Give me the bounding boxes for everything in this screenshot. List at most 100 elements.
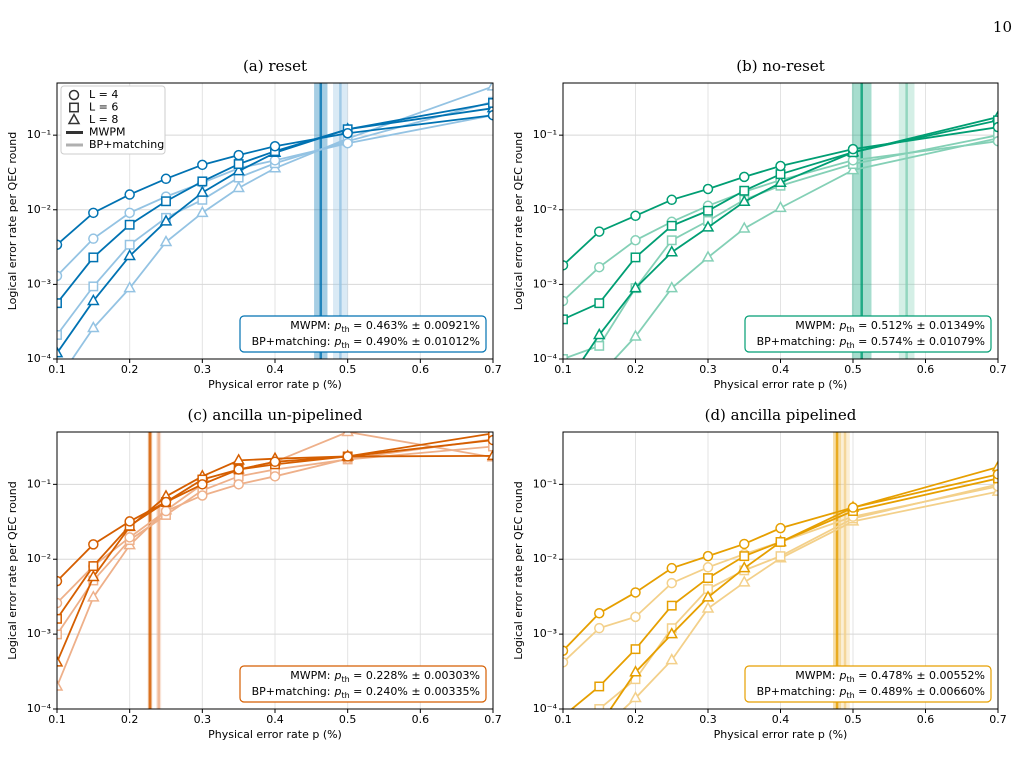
x-tick-label: 0.2: [627, 363, 645, 376]
annotation-value: = 0.478% ± 0.00552%: [855, 669, 985, 682]
x-tick-label: 0.6: [412, 713, 430, 726]
marker: [486, 83, 493, 91]
marker: [88, 561, 99, 572]
marker: [88, 207, 99, 219]
x-tick-label: 0.4: [772, 713, 790, 726]
marker: [124, 219, 135, 230]
marker: [269, 155, 281, 166]
marker: [88, 281, 99, 292]
marker: [232, 453, 245, 465]
marker: [233, 479, 244, 490]
plot-area: [563, 83, 998, 359]
marker: [701, 601, 715, 613]
marker: [160, 496, 172, 508]
x-axis-label: Physical error rate p (%): [208, 378, 342, 391]
marker: [594, 726, 604, 735]
marker: [233, 464, 244, 475]
marker: [57, 575, 63, 587]
marker: [775, 160, 786, 172]
marker: [123, 248, 136, 261]
annotation-text: BP+matching: pth = 0.490% ± 0.01012%: [252, 335, 480, 350]
marker: [774, 200, 787, 213]
x-tick-label: 0.2: [121, 713, 139, 726]
annotation-value: = 0.490% ± 0.01012%: [350, 335, 480, 348]
marker: [563, 657, 569, 668]
marker: [88, 539, 99, 550]
marker: [160, 173, 172, 185]
marker: [57, 330, 62, 340]
annotation-symbol: p: [333, 335, 341, 348]
marker: [775, 551, 786, 562]
marker: [197, 176, 208, 187]
legend-label: BP+matching: [89, 138, 164, 151]
marker: [630, 644, 641, 655]
annotation-symbol: p: [838, 685, 846, 698]
marker: [629, 281, 642, 293]
marker: [563, 645, 569, 656]
y-tick-label: 10⁻⁴: [27, 352, 52, 365]
marker: [563, 260, 569, 271]
marker: [124, 532, 135, 543]
annotation-decoder: BP+matching:: [757, 685, 836, 698]
annotation-box: [239, 665, 487, 703]
marker: [629, 329, 642, 341]
marker: [196, 205, 209, 218]
marker: [594, 681, 605, 692]
annotation-symbol: p: [333, 669, 341, 682]
x-tick-label: 0.4: [266, 363, 284, 376]
x-tick-label: 0.4: [772, 363, 790, 376]
y-tick-label: 10⁻²: [533, 203, 557, 216]
marker: [57, 346, 64, 358]
panel-title: (b) no-reset: [736, 57, 824, 75]
y-tick-label: 10⁻²: [27, 203, 51, 216]
legend-label: MWPM: [89, 126, 126, 139]
marker: [630, 235, 641, 246]
y-tick-label: 10⁻¹: [27, 477, 51, 490]
marker: [775, 522, 786, 534]
axes-frame: [56, 82, 494, 360]
annotation-text: MWPM: pth = 0.512% ± 0.01349%: [795, 319, 985, 334]
marker: [341, 432, 354, 437]
annotation-box: [744, 665, 992, 703]
marker: [197, 490, 208, 501]
y-tick-label: 10⁻³: [533, 627, 557, 640]
marker: [703, 573, 713, 584]
annotation-value: = 0.228% ± 0.00303%: [350, 669, 480, 682]
annotation-text: BP+matching: pth = 0.574% ± 0.01079%: [757, 335, 985, 350]
marker: [774, 175, 787, 188]
plot-area: [57, 83, 493, 359]
marker: [594, 607, 605, 619]
x-tick-label: 0.2: [627, 713, 645, 726]
panel-title: (d) ancilla pipelined: [705, 406, 857, 424]
marker: [847, 502, 859, 513]
annotation-subscript: th: [846, 691, 854, 700]
marker: [342, 128, 353, 139]
marker: [558, 756, 568, 765]
legend-label: L = 8: [89, 113, 118, 126]
marker: [487, 109, 493, 121]
marker: [559, 744, 567, 752]
y-tick-label: 10⁻³: [27, 277, 51, 290]
marker: [666, 600, 677, 611]
marker: [232, 180, 245, 193]
marker: [159, 214, 173, 226]
axes-frame: [562, 82, 999, 360]
annotation-symbol: p: [838, 319, 846, 332]
panel-title: (a) reset: [243, 57, 307, 75]
marker: [87, 293, 100, 306]
marker: [991, 460, 998, 472]
x-axis-label: Physical error rate p (%): [208, 728, 342, 741]
marker: [197, 479, 208, 490]
annotation-symbol: p: [333, 319, 341, 332]
annotation-subscript: th: [341, 325, 349, 334]
x-tick-label: 0.3: [194, 363, 212, 376]
marker: [269, 456, 281, 468]
marker: [594, 340, 605, 351]
x-tick-label: 0.6: [412, 363, 430, 376]
page-number: 10: [993, 18, 1012, 36]
annotation-symbol: p: [333, 685, 341, 698]
annotation-symbol: p: [838, 335, 846, 348]
marker: [703, 205, 713, 216]
marker: [666, 235, 677, 246]
